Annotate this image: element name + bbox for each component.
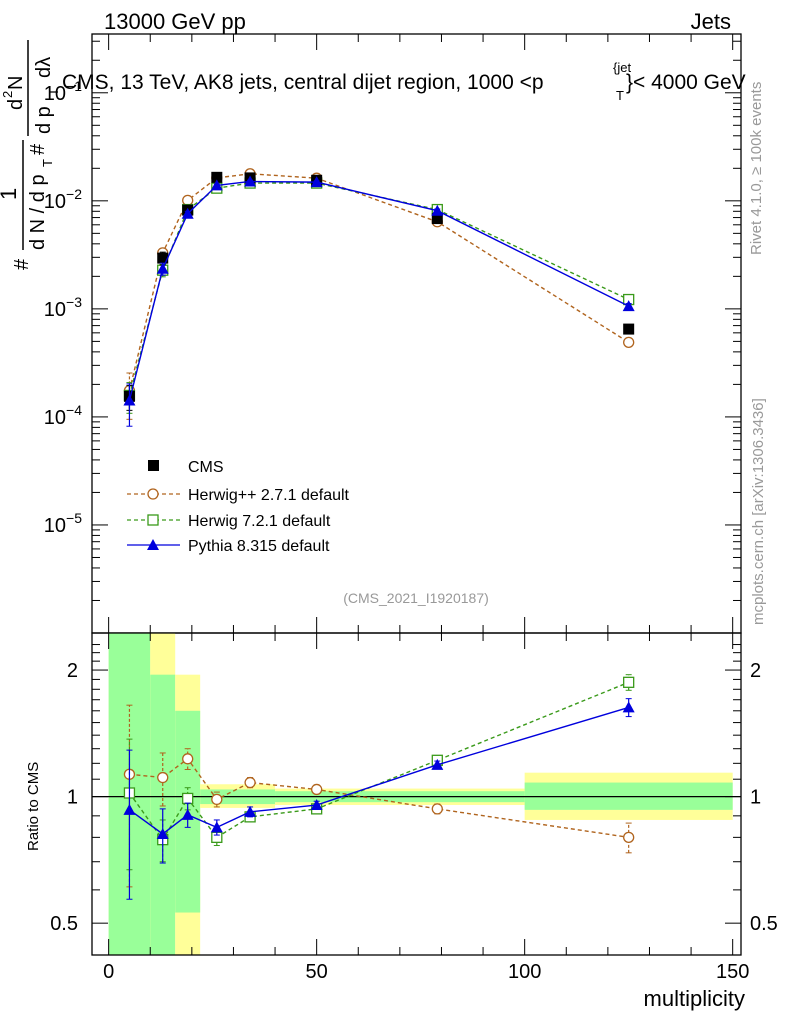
ratio-point-herwig-7-2-1-default	[623, 676, 635, 688]
main-title-text: CMS, 13 TeV, AK8 jets, central dijet reg…	[62, 71, 544, 94]
main-point-cms	[431, 213, 443, 225]
legend-entry-cms: CMS	[148, 459, 224, 476]
y-label-dlambda: dλ	[33, 57, 55, 78]
ratio-y-tick-label-right: 1	[750, 787, 761, 809]
legend-marker-cms	[148, 460, 159, 471]
ratio-point-herwig-7-2-1-default	[182, 792, 194, 805]
legend-label-pythia: Pythia 8.315 default	[188, 538, 330, 555]
main-panel: 10−1 10−2 10−3 10−4 10−5	[44, 33, 742, 634]
main-line-herwig-7-2-1-default	[128, 182, 629, 396]
main-y-tick-label: 10−3	[44, 294, 82, 321]
main-point-pythia-8-315-default	[622, 300, 635, 312]
main-title-subscript: T	[616, 88, 624, 103]
ratio-point-herwig-2-7-1-default	[244, 776, 256, 789]
ratio-point-pythia-8-315-default	[431, 758, 444, 770]
ratio-point-pythia-8-315-default	[244, 805, 257, 817]
rivet-label: Rivet 4.1.0, ≥ 100k events	[748, 82, 765, 255]
main-point-pythia-8-315-default	[210, 179, 223, 191]
legend-marker-herwigpp	[147, 488, 159, 500]
ratio-y-axis-label: Ratio to CMS	[25, 762, 42, 851]
main-title-superscript: {jet	[613, 60, 631, 75]
main-line-pythia-8-315-default	[128, 180, 629, 401]
ratio-panel: 0 50 100 150 0.5 0.5 1 1 2 2	[50, 632, 778, 983]
ratio-point-herwig-2-7-1-default	[211, 793, 223, 806]
y-label-hash-1: #	[11, 258, 33, 270]
legend: CMS Herwig++ 2.7.1 default Herwig 7.2.1 …	[127, 459, 350, 555]
legend-marker-pythia	[147, 539, 159, 550]
mcplots-label: mcplots.cern.ch [arXiv:1306.3436]	[750, 398, 767, 625]
y-label-t-sub-2: T	[46, 88, 61, 96]
legend-entry-pythia: Pythia 8.315 default	[127, 538, 330, 555]
ratio-y-tick-label-right: 2	[750, 660, 761, 682]
main-point-pythia-8-315-default	[181, 207, 194, 219]
x-tick-label: 50	[306, 961, 328, 983]
main-y-tick-label: 10−1	[44, 78, 82, 105]
ratio-point-pythia-8-315-default	[181, 808, 194, 820]
main-y-tick-label: 10−2	[44, 186, 82, 213]
legend-marker-herwig7	[147, 514, 159, 526]
ratio-point-pythia-8-315-default	[210, 821, 223, 833]
legend-label-herwigpp: Herwig++ 2.7.1 default	[188, 487, 350, 504]
ratio-point-pythia-8-315-default	[310, 799, 323, 811]
y-label-t-sub-1: T	[40, 159, 55, 167]
main-line-herwig-2-7-1-default	[128, 173, 630, 391]
main-title: CMS, 13 TeV, AK8 jets, central dijet reg…	[62, 60, 746, 103]
y-label-d: d	[5, 99, 27, 110]
ratio-point-herwig-2-7-1-default	[157, 771, 169, 784]
ratio-line-pythia-8-315-default	[129, 706, 629, 835]
ratio-y-tick-label: 2	[67, 660, 78, 682]
header-left-label: 13000 GeV pp	[104, 9, 246, 34]
header-right-label: Jets	[691, 9, 731, 34]
y-label-n: N	[5, 76, 27, 90]
x-tick-label: 100	[508, 961, 541, 983]
main-point-pythia-8-315-default	[244, 175, 257, 187]
ratio-y-tick-label: 1	[67, 787, 78, 809]
ratio-y-tick-label: 0.5	[50, 913, 78, 935]
ratio-line-herwig-7-2-1-default	[128, 681, 629, 841]
ratio-point-pythia-8-315-default	[123, 803, 136, 815]
main-point-pythia-8-315-default	[431, 204, 444, 216]
x-axis-label: multiplicity	[644, 986, 745, 1011]
ratio-point-herwig-2-7-1-default	[311, 783, 323, 796]
ratio-point-herwig-2-7-1-default	[431, 803, 443, 815]
main-point-cms	[157, 252, 169, 264]
y-label-one: 1	[0, 188, 21, 200]
y-label-hash-2: #	[27, 143, 49, 155]
legend-entry-herwig7: Herwig 7.2.1 default	[127, 513, 331, 530]
ratio-point-herwig-2-7-1-default	[182, 753, 194, 765]
ratio-y-tick-label-right: 0.5	[750, 913, 778, 935]
x-tick-label: 0	[103, 961, 114, 983]
legend-label-cms: CMS	[188, 459, 224, 476]
y-label-dpt: d p	[33, 106, 55, 134]
main-point-herwig-2-7-1-default	[623, 336, 635, 348]
main-point-pythia-8-315-default	[156, 262, 169, 274]
ratio-point-herwig-2-7-1-default	[623, 831, 635, 844]
x-tick-label: 150	[716, 961, 749, 983]
main-y-tick-label: 10−5	[44, 510, 82, 537]
main-title-end: }< 4000 GeV	[626, 71, 746, 94]
main-y-axis-label: # 1 d N / d p T # d 2 N d p T dλ	[0, 40, 61, 270]
main-point-cms	[623, 323, 635, 335]
legend-label-herwig7: Herwig 7.2.1 default	[188, 513, 331, 530]
main-point-pythia-8-315-default	[310, 176, 323, 188]
analysis-id: (CMS_2021_I1920187)	[343, 590, 489, 606]
legend-entry-herwigpp: Herwig++ 2.7.1 default	[127, 487, 350, 504]
main-y-tick-label: 10−4	[44, 402, 82, 429]
y-label-two: 2	[0, 91, 15, 98]
main-point-cms	[211, 171, 223, 183]
main-point-herwig-2-7-1-default	[182, 194, 194, 207]
ratio-point-pythia-8-315-default	[622, 701, 635, 713]
main-point-pythia-8-315-default	[123, 394, 136, 406]
ratio-frame	[91, 632, 742, 956]
ratio-point-pythia-8-315-default	[156, 827, 169, 839]
y-label-dn-dpt: d N / d p	[27, 174, 49, 250]
